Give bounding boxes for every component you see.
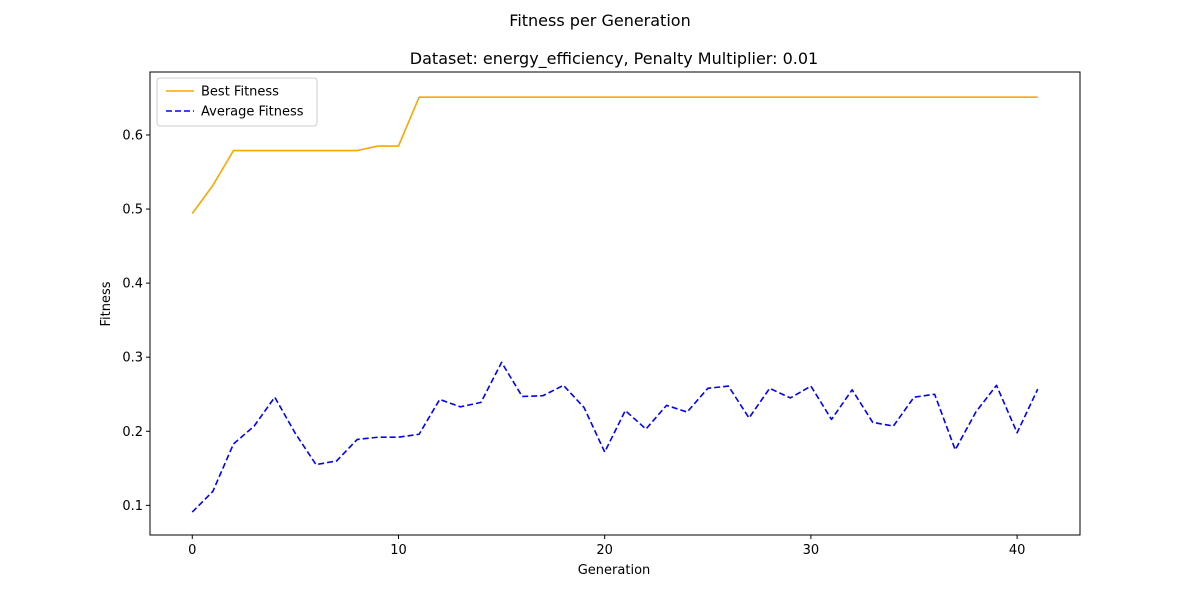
chart-title: Dataset: energy_efficiency, Penalty Mult… xyxy=(410,49,818,69)
legend-label-average-fitness: Average Fitness xyxy=(201,105,304,120)
series-line-average-fitness xyxy=(191,361,1039,513)
axes-frame xyxy=(149,71,1081,536)
x-axis-label: Generation xyxy=(578,563,651,578)
chart-suptitle: Fitness per Generation xyxy=(509,11,690,30)
series-line-best-fitness xyxy=(191,96,1038,214)
y-tick-label: 0.3 xyxy=(122,351,143,366)
x-tick-label: 20 xyxy=(596,543,613,558)
y-tick-label: 0.2 xyxy=(122,425,143,440)
y-tick-label: 0.6 xyxy=(122,128,143,143)
legend-label-best-fitness: Best Fitness xyxy=(201,85,279,100)
x-tick-label: 0 xyxy=(188,543,196,558)
legend-box xyxy=(156,77,318,127)
plot-area: 0 10 20 30 40 0.1 0.2 0.3 0.4 0.5 0.6 xyxy=(122,71,1081,558)
x-tick-label: 10 xyxy=(390,543,407,558)
legend: Best Fitness Average Fitness xyxy=(156,77,318,127)
y-axis-label: Fitness xyxy=(99,281,114,326)
y-tick-label: 0.4 xyxy=(122,277,143,292)
y-tick-label: 0.5 xyxy=(122,203,143,218)
y-tick-label: 0.1 xyxy=(122,499,143,514)
x-tick-label: 40 xyxy=(1009,543,1026,558)
x-tick-label: 30 xyxy=(803,543,820,558)
